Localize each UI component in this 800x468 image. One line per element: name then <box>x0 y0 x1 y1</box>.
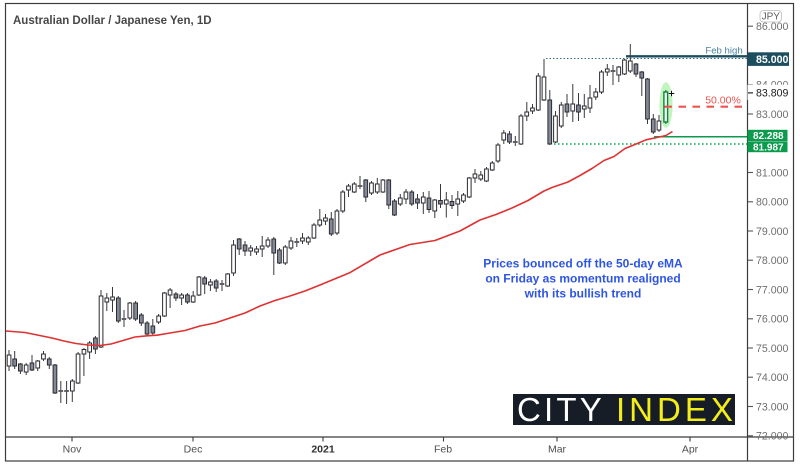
svg-text:77.000: 77.000 <box>756 284 789 296</box>
svg-text:83.000: 83.000 <box>756 109 789 121</box>
svg-text:2021: 2021 <box>311 444 335 456</box>
svg-text:80.000: 80.000 <box>756 197 789 209</box>
svg-text:on Friday as momentum realigne: on Friday as momentum realigned <box>485 272 680 286</box>
svg-text:75.000: 75.000 <box>756 343 789 355</box>
svg-text:78.000: 78.000 <box>756 255 789 267</box>
svg-text:with its bullish trend: with its bullish trend <box>524 287 642 301</box>
svg-text:81.987: 81.987 <box>753 142 784 153</box>
svg-text:50.00%: 50.00% <box>705 95 741 107</box>
svg-text:Mar: Mar <box>548 444 567 456</box>
svg-text:73.000: 73.000 <box>756 401 789 413</box>
svg-text:Dec: Dec <box>184 444 203 456</box>
svg-text:76.000: 76.000 <box>756 314 789 326</box>
svg-text:79.000: 79.000 <box>756 226 789 238</box>
svg-text:CITY: CITY <box>517 391 605 428</box>
svg-text:Apr: Apr <box>682 444 699 456</box>
svg-text:Nov: Nov <box>63 444 82 456</box>
svg-text:83.809: 83.809 <box>756 88 789 100</box>
svg-text:JPY: JPY <box>762 12 781 23</box>
svg-text:Feb: Feb <box>434 444 452 456</box>
svg-text:Australian Dollar / Japanese Y: Australian Dollar / Japanese Yen, 1D <box>13 15 212 27</box>
svg-text:86.000: 86.000 <box>756 21 789 33</box>
svg-text:INDEX: INDEX <box>616 391 737 428</box>
svg-text:Feb high: Feb high <box>705 45 742 56</box>
svg-text:82.288: 82.288 <box>753 131 784 142</box>
svg-text:81.000: 81.000 <box>756 167 789 179</box>
svg-text:85.000: 85.000 <box>756 54 789 66</box>
svg-text:74.000: 74.000 <box>756 372 789 384</box>
svg-text:Prices bounced off the 50-day: Prices bounced off the 50-day eMA <box>483 257 683 271</box>
svg-text:72.000: 72.000 <box>756 431 789 443</box>
